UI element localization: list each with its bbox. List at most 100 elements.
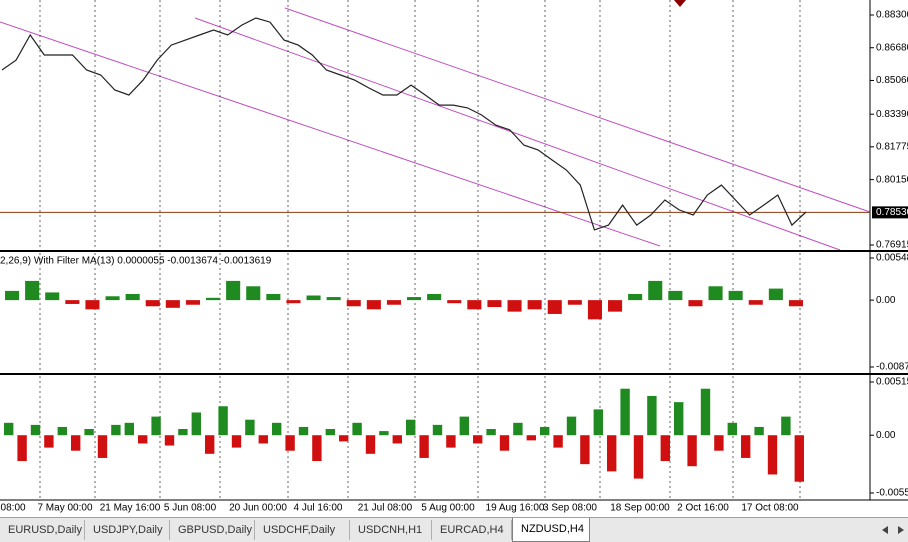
histogram-bar xyxy=(647,395,657,436)
chart-tab[interactable]: EURUSD,Daily xyxy=(0,520,85,540)
histogram-bar xyxy=(164,435,175,446)
histogram-bar xyxy=(688,300,703,307)
histogram-bar xyxy=(768,288,783,301)
histogram-bar xyxy=(386,300,401,305)
chart-tab[interactable]: USDJPY,Daily xyxy=(85,520,170,540)
histogram-bar xyxy=(226,280,241,301)
histogram-bar xyxy=(178,429,188,436)
channel-line xyxy=(0,21,661,247)
histogram-bar xyxy=(5,290,20,301)
histogram-bar xyxy=(459,416,469,436)
indicator-tick-label: 0.00548 xyxy=(876,253,908,264)
histogram-bar xyxy=(45,292,60,301)
chart-tab[interactable]: USDCNH,H1 xyxy=(350,520,432,540)
histogram-bar xyxy=(406,419,416,436)
chart-tab[interactable]: NZDUSD,H4 xyxy=(512,518,590,542)
histogram-bar xyxy=(392,435,402,444)
histogram-bar xyxy=(781,416,791,436)
histogram-bar xyxy=(754,426,764,436)
histogram-bar xyxy=(185,300,200,305)
histogram-bar xyxy=(620,388,630,436)
chart-tab[interactable]: USDCHF,Daily xyxy=(255,520,350,540)
histogram-bar xyxy=(218,406,228,436)
histogram-bar xyxy=(447,300,462,304)
histogram-bar xyxy=(668,290,683,301)
histogram-bar xyxy=(312,435,322,462)
histogram-bar xyxy=(105,296,120,301)
histogram-bar xyxy=(566,416,577,436)
histogram-bar xyxy=(245,419,255,436)
time-label: 5 Jun 08:00 xyxy=(164,503,217,514)
histogram-bar xyxy=(446,435,456,448)
histogram-bar xyxy=(165,300,180,308)
histogram-bar xyxy=(97,435,108,458)
histogram-bar xyxy=(286,300,301,304)
indicator-tick-label: -0.0087 xyxy=(876,362,908,373)
histogram-bar xyxy=(17,435,27,462)
channel-line xyxy=(194,17,841,251)
histogram-bar xyxy=(339,435,349,442)
histogram-bar xyxy=(205,435,215,454)
histogram-bar xyxy=(748,300,763,305)
histogram-bar xyxy=(794,435,804,482)
histogram-bar xyxy=(4,422,14,436)
histogram-bar xyxy=(767,435,778,475)
histogram-bar xyxy=(325,429,335,436)
histogram-bar xyxy=(44,435,54,448)
histogram-bar xyxy=(65,300,80,304)
histogram-bar xyxy=(191,412,201,436)
time-label: 21 Jul 08:00 xyxy=(358,503,413,514)
time-label: 7 May 00:00 xyxy=(37,503,92,514)
histogram-bar xyxy=(547,300,562,314)
histogram-bar xyxy=(246,286,261,301)
time-label: 17 Oct 08:00 xyxy=(741,503,799,514)
histogram-bar xyxy=(633,435,644,479)
histogram-bar xyxy=(687,435,697,467)
histogram-bar xyxy=(608,300,623,312)
histogram-bar xyxy=(741,435,751,458)
histogram-bar xyxy=(138,435,148,444)
histogram-bar xyxy=(427,293,442,301)
chart-tab[interactable]: EURCAD,H4 xyxy=(432,520,512,540)
histogram-bar xyxy=(85,300,100,310)
histogram-bar xyxy=(84,429,94,436)
price-line xyxy=(1,17,807,231)
price-label: 0.76915 xyxy=(876,240,908,251)
time-label: 18 Sep 00:00 xyxy=(610,503,670,514)
histogram-bar xyxy=(124,422,134,436)
indicator-tick-label: 0.00 xyxy=(876,430,896,441)
scroll-right[interactable] xyxy=(898,526,904,534)
histogram-bar xyxy=(526,435,536,441)
histogram-bar xyxy=(266,293,281,301)
scroll-left[interactable] xyxy=(882,526,888,534)
tab-bar: EURUSD,Daily USDJPY,Daily GBPUSD,Daily USDC… xyxy=(0,517,908,542)
indicator-tick-label: -0.00559 xyxy=(876,488,908,499)
histogram-bar xyxy=(206,297,221,301)
histogram-bar xyxy=(553,435,563,448)
chart-tab[interactable]: GBPUSD,Daily xyxy=(170,520,255,540)
histogram-bar xyxy=(145,300,160,307)
histogram-bar xyxy=(593,409,603,436)
histogram-bar xyxy=(352,422,362,436)
histogram-bar xyxy=(346,300,361,307)
histogram-bar xyxy=(473,435,483,444)
histogram-bar xyxy=(580,435,590,465)
histogram-bar xyxy=(788,300,803,307)
histogram-bar xyxy=(57,426,67,436)
price-label: 0.81775 xyxy=(876,141,908,152)
histogram-bar xyxy=(486,429,496,436)
histogram-bar xyxy=(507,300,522,312)
histogram-bar xyxy=(540,426,550,436)
histogram-bar xyxy=(607,435,617,472)
tab-scroll[interactable] xyxy=(878,519,908,541)
indicator-tick-label: 0.00 xyxy=(876,295,896,306)
histogram-bar xyxy=(714,435,724,451)
histogram-bar xyxy=(567,300,582,305)
histogram-bar xyxy=(527,300,542,310)
time-label: 4 Jul 16:00 xyxy=(294,503,343,514)
histogram-bar xyxy=(272,422,282,436)
histogram-bar xyxy=(728,290,743,301)
